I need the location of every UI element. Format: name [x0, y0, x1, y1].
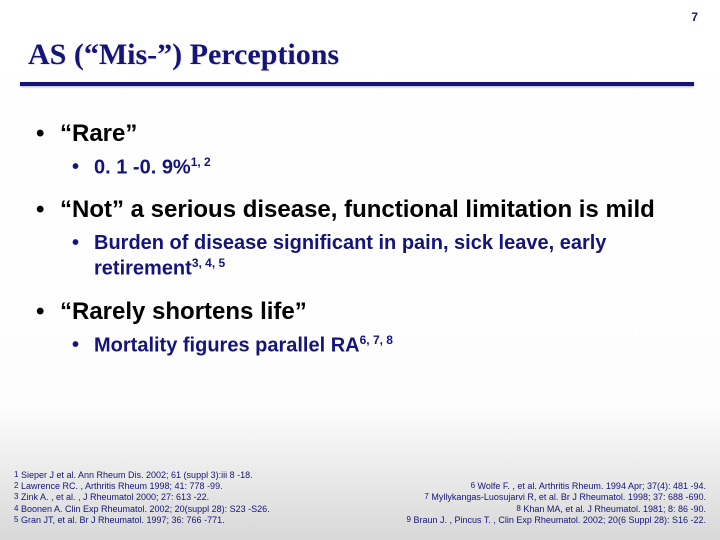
sub-bullet-text: Burden of disease significant in pain, s…	[94, 232, 606, 280]
sub-bullet-text: 0. 1 -0. 9%	[94, 156, 191, 178]
references-right: 6 Wolfe F. , et al. Arthritis Rheum. 199…	[407, 481, 706, 526]
bullet-text: “Rare”	[60, 120, 137, 147]
ref-1: 1 Sieper J et al. Ann Rheum Dis. 2002; 6…	[14, 470, 270, 481]
ref-8: 8 Khan MA, et al. J Rheumatol. 1981; 8: …	[407, 504, 706, 515]
bullet-rare: “Rare” 0. 1 -0. 9%1, 2	[30, 120, 690, 180]
bullet-text: “Rarely shortens life”	[60, 298, 307, 325]
slide-number: 7	[691, 10, 698, 24]
sup-refs: 6, 7, 8	[360, 333, 393, 347]
ref-9: 9 Braun J. , Pincus T. , Clin Exp Rheuma…	[407, 515, 706, 526]
sub-bullet-text: Mortality figures parallel RA	[94, 334, 360, 356]
sub-bullet-mortality: Mortality figures parallel RA6, 7, 8	[60, 333, 690, 359]
sub-bullet-burden: Burden of disease significant in pain, s…	[60, 231, 690, 282]
ref-6: 6 Wolfe F. , et al. Arthritis Rheum. 199…	[407, 481, 706, 492]
ref-4: 4 Boonen A. Clin Exp Rheumatol. 2002; 20…	[14, 504, 270, 515]
references-left: 1 Sieper J et al. Ann Rheum Dis. 2002; 6…	[14, 470, 270, 526]
ref-3: 3 Zink A. , et al. , J Rheumatol 2000; 2…	[14, 492, 270, 503]
bullet-rarely-shortens: “Rarely shortens life” Mortality figures…	[30, 298, 690, 358]
sub-bullet-prevalence: 0. 1 -0. 9%1, 2	[60, 155, 690, 181]
references: 1 Sieper J et al. Ann Rheum Dis. 2002; 6…	[14, 470, 706, 526]
ref-5: 5 Gran JT, et al. Br J Rheumatol. 1997; …	[14, 515, 270, 526]
title-underline	[20, 82, 694, 86]
slide-title: AS (“Mis-”) Perceptions	[28, 38, 339, 72]
bullet-not-serious: “Not” a serious disease, functional limi…	[30, 196, 690, 281]
sup-refs: 3, 4, 5	[192, 256, 225, 270]
bullet-list: “Rare” 0. 1 -0. 9%1, 2 “Not” a serious d…	[30, 120, 690, 358]
ref-2: 2 Lawrence RC. , Arthritis Rheum 1998; 4…	[14, 481, 270, 492]
content-area: “Rare” 0. 1 -0. 9%1, 2 “Not” a serious d…	[30, 104, 690, 358]
bullet-text: “Not” a serious disease, functional limi…	[60, 196, 655, 223]
sup-refs: 1, 2	[191, 155, 211, 169]
ref-7: 7 Myllykangas-Luosujarvi R, et al. Br J …	[407, 492, 706, 503]
